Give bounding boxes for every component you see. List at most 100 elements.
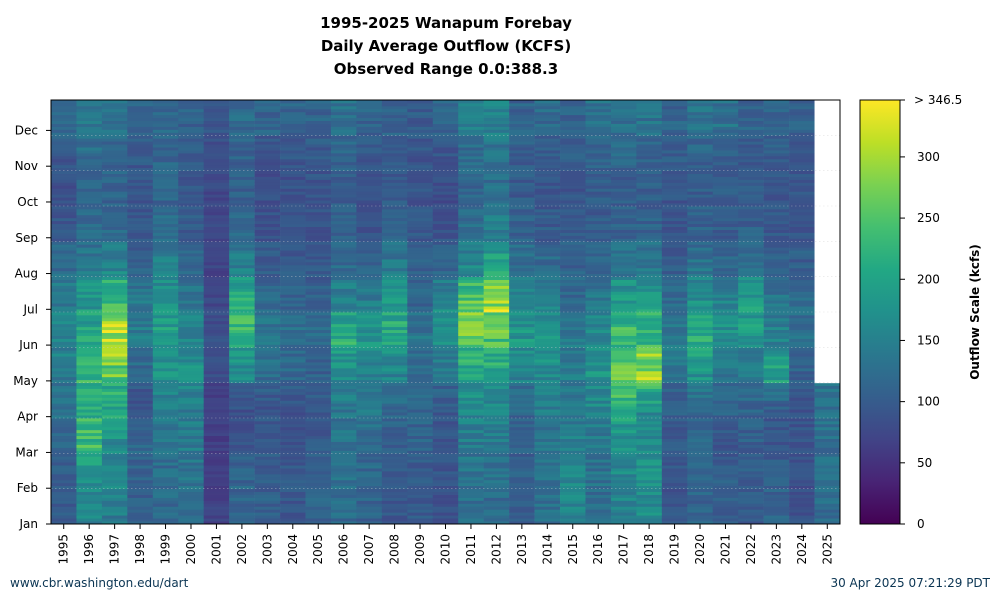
heatmap-cell — [585, 471, 612, 475]
heatmap-cell — [509, 341, 535, 345]
heatmap-cell — [509, 329, 535, 334]
heatmap-cell — [127, 150, 154, 154]
heatmap-cell — [661, 241, 688, 245]
heatmap-cell — [76, 203, 103, 207]
footer-source-link[interactable]: www.cbr.washington.edu/dart — [10, 576, 189, 590]
heatmap-cell — [560, 506, 586, 510]
heatmap-cell — [763, 500, 790, 504]
heatmap-cell — [178, 208, 205, 213]
heatmap-cell — [101, 394, 128, 398]
heatmap-cell — [280, 341, 306, 345]
heatmap-cell — [432, 203, 459, 207]
heatmap-cell — [687, 167, 714, 172]
heatmap-cell — [407, 197, 434, 201]
heatmap-cell — [687, 456, 714, 460]
heatmap-cell — [178, 485, 205, 490]
heatmap-cell — [534, 317, 561, 322]
heatmap-cell — [407, 123, 434, 127]
heatmap-cell — [203, 385, 230, 389]
heatmap-cell — [738, 453, 764, 457]
heatmap-cell — [101, 285, 128, 289]
heatmap-cell — [814, 426, 841, 431]
heatmap-cell — [636, 250, 663, 254]
heatmap-cell — [789, 515, 815, 519]
heatmap-cell — [229, 132, 255, 136]
heatmap-cell — [407, 291, 434, 295]
heatmap-cell — [789, 518, 815, 522]
heatmap-cell — [738, 476, 764, 481]
heatmap-cell — [483, 200, 510, 204]
heatmap-cell — [432, 394, 459, 398]
heatmap-cell — [254, 329, 281, 334]
heatmap-cell — [152, 232, 179, 236]
heatmap-cell — [356, 100, 383, 104]
heatmap-cell — [178, 203, 205, 207]
heatmap-cell — [560, 214, 586, 219]
heatmap-cell — [305, 217, 332, 222]
heatmap-cell — [381, 285, 408, 289]
heatmap-cell — [203, 350, 230, 354]
heatmap-cell — [229, 235, 255, 239]
heatmap-cell — [610, 500, 637, 504]
heatmap-cell — [381, 432, 408, 437]
heatmap-cell — [178, 291, 205, 295]
heatmap-cell — [127, 379, 154, 384]
heatmap-cell — [610, 403, 637, 407]
heatmap-cell — [432, 491, 459, 495]
heatmap-cell — [381, 105, 408, 110]
heatmap-cell — [661, 229, 688, 233]
heatmap-cell — [432, 294, 459, 298]
heatmap-cell — [254, 153, 281, 157]
heatmap-cell — [76, 214, 103, 219]
heatmap-cell — [687, 323, 714, 328]
heatmap-cell — [381, 485, 408, 490]
heatmap-cell — [560, 138, 586, 142]
heatmap-cell — [458, 412, 484, 416]
heatmap-cell — [305, 370, 332, 375]
heatmap-cell — [712, 309, 739, 313]
heatmap-cell — [687, 488, 714, 493]
heatmap-cell — [203, 264, 230, 269]
heatmap-cell — [76, 129, 103, 133]
heatmap-cell — [712, 453, 739, 457]
heatmap-cell — [381, 441, 408, 445]
heatmap-cell — [127, 356, 154, 360]
heatmap-cell — [610, 456, 637, 460]
heatmap-cell — [458, 459, 484, 463]
heatmap-cell — [636, 170, 663, 175]
heatmap-cell — [203, 267, 230, 272]
heatmap-cell — [661, 120, 688, 124]
heatmap-cell — [229, 494, 255, 498]
heatmap-cell — [509, 276, 535, 281]
heatmap-cell — [458, 270, 484, 275]
heatmap-cell — [356, 367, 383, 372]
heatmap-cell — [687, 229, 714, 233]
x-tick-label-2025: 2025 — [820, 534, 834, 565]
heatmap-cell — [330, 285, 357, 289]
heatmap-cell — [152, 379, 179, 384]
heatmap-cell — [534, 244, 561, 248]
heatmap-cell — [636, 303, 663, 307]
heatmap-cell — [763, 167, 790, 172]
heatmap-cell — [178, 241, 205, 245]
heatmap-cell — [458, 521, 484, 525]
heatmap-cell — [534, 397, 561, 401]
heatmap-cell — [585, 250, 612, 254]
heatmap-cell — [763, 200, 790, 204]
heatmap-cell — [789, 191, 815, 195]
heatmap-cell — [585, 438, 612, 442]
heatmap-cell — [178, 462, 205, 466]
heatmap-cell — [330, 362, 357, 366]
heatmap-cell — [432, 332, 459, 336]
heatmap-cell — [280, 379, 306, 384]
heatmap-cell — [509, 415, 535, 419]
heatmap-cell — [356, 191, 383, 195]
heatmap-cell — [127, 161, 154, 166]
heatmap-cell — [101, 250, 128, 254]
heatmap-cell — [509, 468, 535, 472]
heatmap-cell — [636, 153, 663, 157]
heatmap-cell — [636, 409, 663, 413]
heatmap-cell — [152, 362, 179, 366]
heatmap-cell — [687, 200, 714, 204]
heatmap-cell — [509, 359, 535, 363]
